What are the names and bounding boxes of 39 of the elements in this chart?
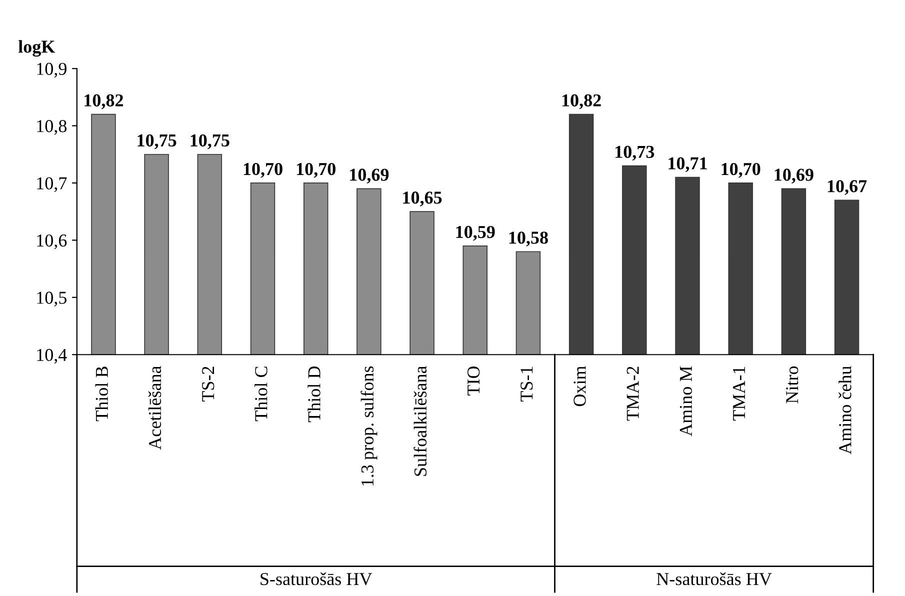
x-tick-label: 1.3 prop. sulfons [360, 366, 378, 486]
x-tick-label: Amino M [680, 366, 692, 436]
y-tick-label: 10,7 [37, 177, 67, 192]
data-label: 10,82 [84, 94, 124, 110]
data-label: 10,58 [509, 232, 548, 246]
y-tick-label: 10,6 [37, 234, 67, 250]
y-axis-title: logK [18, 40, 56, 57]
data-label: 10,70 [296, 162, 336, 178]
data-label: 10,69 [774, 168, 814, 184]
data-label: 10,70 [244, 162, 282, 178]
x-tick-label: Thiol C [254, 366, 268, 422]
y-tick-label: 10,8 [37, 120, 67, 135]
x-tick-label: Amino čehu [838, 366, 852, 454]
y-tick-label: 10,4 [37, 348, 67, 364]
x-tick-label: Acetilēšana [148, 366, 162, 450]
x-tick-label: TS-2 [202, 366, 214, 402]
data-label: 10,82 [562, 94, 601, 110]
data-label: 10,67 [828, 180, 867, 195]
data-label: 10,59 [456, 226, 495, 241]
x-tick-label: TMA-2 [626, 366, 639, 421]
x-tick-label: Nitro [786, 366, 798, 404]
x-tick-label: TMA-1 [733, 366, 745, 421]
data-label: 10,69 [350, 168, 389, 184]
text: S-saturošās HV [260, 572, 372, 586]
x-tick-label: Sulfoalkilēšana [414, 366, 427, 476]
data-label: 10,71 [668, 157, 707, 172]
x-tick-label: TS-1 [520, 366, 533, 402]
x-tick-label: Oxim [574, 366, 586, 406]
data-label: 10,70 [722, 162, 760, 178]
data-label: 10,73 [616, 146, 654, 161]
y-tick-label: 10,5 [37, 292, 66, 306]
x-tick-label: Thiol B [95, 366, 108, 422]
data-label: 10,65 [403, 192, 442, 206]
y-tick-label: 10,9 [37, 62, 66, 78]
x-tick-label: TIO [468, 366, 480, 396]
data-label: 10,75 [190, 134, 230, 150]
x-tick-label: Thiol D [308, 366, 320, 422]
data-label: 10,75 [138, 134, 176, 150]
text: N-saturošās HV [656, 572, 772, 586]
